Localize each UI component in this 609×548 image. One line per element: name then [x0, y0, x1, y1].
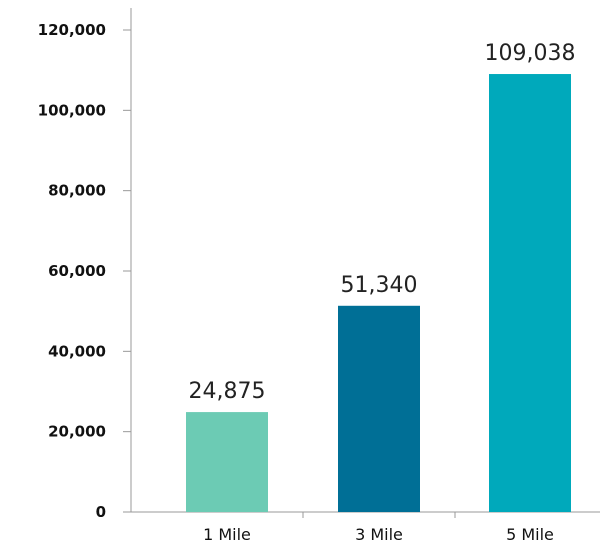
y-tick-label: 20,000	[48, 423, 106, 441]
y-tick-label: 60,000	[48, 262, 106, 280]
bar-value-label: 109,038	[485, 41, 576, 66]
x-axis: 1 Mile 3 Mile 5 Mile	[131, 511, 600, 544]
data-labels: 24,875 51,340 109,038	[189, 41, 576, 404]
bars	[186, 74, 571, 512]
bar-1-mile	[186, 412, 268, 512]
x-category-label: 3 Mile	[355, 525, 403, 544]
y-axis: 0 20,000 40,000 60,000 80,000 100,000 120,000	[38, 8, 132, 521]
bar-value-label: 51,340	[341, 273, 418, 298]
y-tick-label: 100,000	[38, 101, 106, 119]
x-category-label: 1 Mile	[203, 525, 251, 544]
y-tick-label: 120,000	[38, 21, 106, 39]
bar-value-label: 24,875	[189, 379, 266, 404]
y-tick-label: 0	[96, 503, 106, 521]
bar-3-mile	[338, 305, 420, 512]
y-tick-label: 40,000	[48, 342, 106, 360]
x-category-label: 5 Mile	[506, 525, 554, 544]
bar-5-mile	[489, 74, 571, 512]
y-tick-label: 80,000	[48, 182, 106, 200]
